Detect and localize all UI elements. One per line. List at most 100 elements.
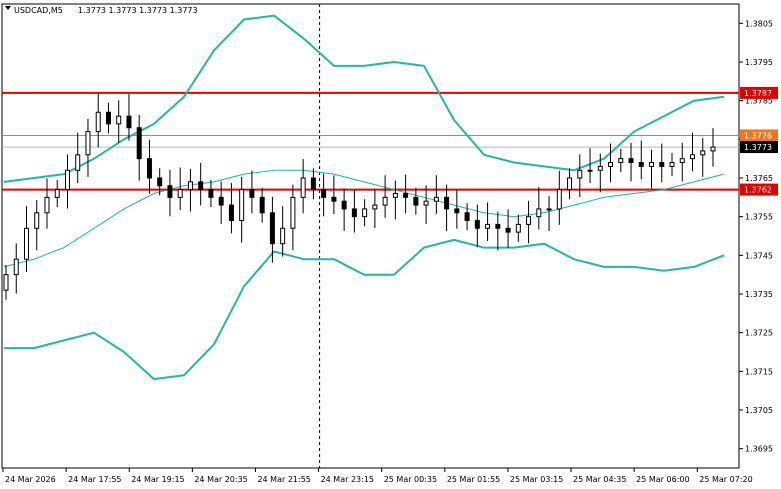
candle-body	[536, 208, 542, 218]
x-tick-label: 24 Mar 23:15	[321, 475, 374, 484]
bollinger-upper-line	[3, 14, 725, 183]
candle-body	[474, 220, 480, 229]
candle-body	[228, 204, 234, 222]
symbol-label: USDCAD,M5	[14, 6, 63, 15]
candle-body	[85, 131, 91, 156]
candle-body	[95, 111, 101, 133]
y-tick-label: 1.3745	[745, 251, 773, 260]
candle-body	[423, 200, 429, 206]
candle-body	[239, 189, 245, 222]
candle-body	[351, 208, 357, 218]
candle-body	[105, 111, 111, 125]
y-tick-label: 1.3795	[745, 58, 773, 67]
candle-body	[403, 192, 409, 198]
candle-body	[515, 223, 521, 233]
candle-body	[444, 196, 450, 210]
orange-level-label: 1.3776	[744, 131, 772, 140]
x-tick-label: 25 Mar 01:55	[447, 475, 500, 484]
x-tick-label: 25 Mar 04:35	[573, 475, 626, 484]
candle-body	[157, 177, 163, 187]
candle-body	[75, 154, 81, 171]
candle-body	[187, 181, 193, 191]
y-tick-label: 1.3755	[745, 213, 773, 222]
x-tick-label: 24 Mar 19:15	[131, 475, 184, 484]
candle-body	[485, 223, 491, 229]
y-tick-label: 1.3705	[745, 406, 773, 415]
y-tick-label: 1.3725	[745, 329, 773, 338]
candle-body	[649, 162, 655, 167]
candle-body	[700, 150, 706, 156]
candle-body	[290, 196, 296, 229]
candle-body	[372, 204, 378, 210]
price-axis: 1.38051.37951.37851.37751.37651.37551.37…	[739, 19, 773, 454]
candle-body	[259, 196, 265, 214]
candle-body	[23, 227, 29, 260]
y-tick-label: 1.3785	[745, 97, 773, 106]
candle-body	[13, 258, 19, 276]
candle-body	[146, 158, 152, 179]
candle-body	[177, 189, 183, 198]
candle-body	[710, 146, 716, 152]
chart-header: USDCAD,M5 1.3773 1.3773 1.3773 1.3773	[5, 6, 198, 15]
current-price-label-bg	[740, 141, 778, 154]
candle-body	[577, 169, 583, 179]
support-label: 1.3762	[744, 186, 772, 195]
indicator-lines	[3, 14, 725, 381]
support-label-bg	[740, 183, 778, 196]
candle-body	[638, 162, 644, 167]
candle-body	[413, 196, 419, 206]
candle-body	[341, 200, 347, 210]
candle-body	[54, 189, 60, 198]
candle-body	[495, 223, 501, 229]
candle-body	[362, 208, 368, 218]
x-tick-label: 25 Mar 03:15	[510, 475, 563, 484]
price-labels: 1.3787 1.3776 1.3773 1.3762	[740, 86, 778, 196]
candle-body	[690, 154, 696, 160]
candle-body	[331, 196, 337, 202]
candle-body	[167, 185, 173, 198]
bollinger-lower-line	[4, 238, 725, 381]
candle-body	[136, 127, 142, 160]
candle-body	[208, 189, 214, 198]
plot-frame	[1, 3, 740, 469]
candle-body	[505, 227, 511, 233]
x-tick-label: 24 Mar 20:35	[194, 475, 247, 484]
chevron-down-icon[interactable]	[5, 6, 11, 10]
candle-body	[382, 196, 388, 206]
ohlc-readout: 1.3773 1.3773 1.3773 1.3773	[78, 6, 198, 15]
x-tick-label: 25 Mar 00:35	[384, 475, 437, 484]
candle-body	[628, 158, 634, 164]
candle-body	[126, 115, 132, 129]
candle-body	[608, 162, 614, 167]
x-tick-label: 25 Mar 06:00	[636, 475, 689, 484]
y-tick-label: 1.3715	[745, 367, 773, 376]
candle-body	[310, 177, 316, 191]
candle-body	[526, 216, 532, 225]
orange-level-label-bg	[740, 129, 778, 142]
x-tick-label: 25 Mar 07:20	[699, 475, 752, 484]
candle-body	[64, 169, 70, 191]
candle-body	[321, 189, 327, 198]
candle-body	[454, 208, 460, 214]
candle-body	[280, 227, 286, 245]
x-tick-label: 24 Mar 17:55	[68, 475, 121, 484]
candle-body	[659, 162, 665, 167]
candle-body	[392, 192, 398, 198]
moving-average-line	[3, 169, 725, 268]
y-tick-label: 1.3765	[745, 174, 773, 183]
candle-body	[669, 162, 675, 167]
candle-body	[587, 169, 593, 172]
candle-body	[464, 212, 470, 222]
candle-body	[116, 115, 122, 125]
candle-body	[218, 196, 224, 206]
y-tick-label: 1.3735	[745, 290, 773, 299]
candle-body	[597, 165, 603, 171]
resistance-label: 1.3787	[744, 89, 772, 98]
candle-body	[269, 212, 275, 245]
candle-body	[433, 196, 439, 202]
current-price-label: 1.3773	[744, 143, 772, 152]
candle-body	[679, 158, 685, 164]
candle-body	[546, 208, 552, 211]
